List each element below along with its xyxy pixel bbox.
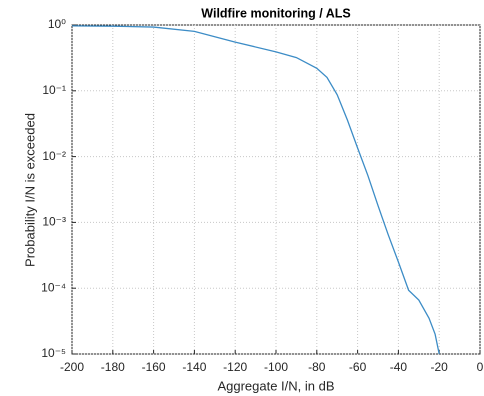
x-tick-label: -160 [142,360,166,374]
x-tick-label: -140 [182,360,206,374]
y-tick-label: 10⁻⁴ [41,280,66,294]
x-tick-label: -180 [101,360,125,374]
y-tick-label: 10⁻⁵ [41,346,66,360]
x-tick-label: -200 [60,360,84,374]
y-tick-label: 10⁻² [42,149,66,163]
y-tick-label: 10⁻³ [42,215,66,229]
x-tick-label: -20 [431,360,449,374]
x-tick-label: 0 [477,360,484,374]
y-tick-label: 10⁻¹ [42,83,66,97]
chart-title: Wildfire monitoring / ALS [201,6,350,20]
data-line [71,25,440,355]
y-axis-label: Probability I/N is exceeded [22,113,37,267]
x-tick-label: -60 [349,360,367,374]
y-tick-label: 10⁰ [48,17,66,31]
x-tick-label: -40 [390,360,408,374]
x-tick-label: -80 [308,360,326,374]
x-tick-label: -120 [223,360,247,374]
x-axis-label: Aggregate I/N, in dB [217,378,334,393]
x-tick-label: -100 [264,360,288,374]
